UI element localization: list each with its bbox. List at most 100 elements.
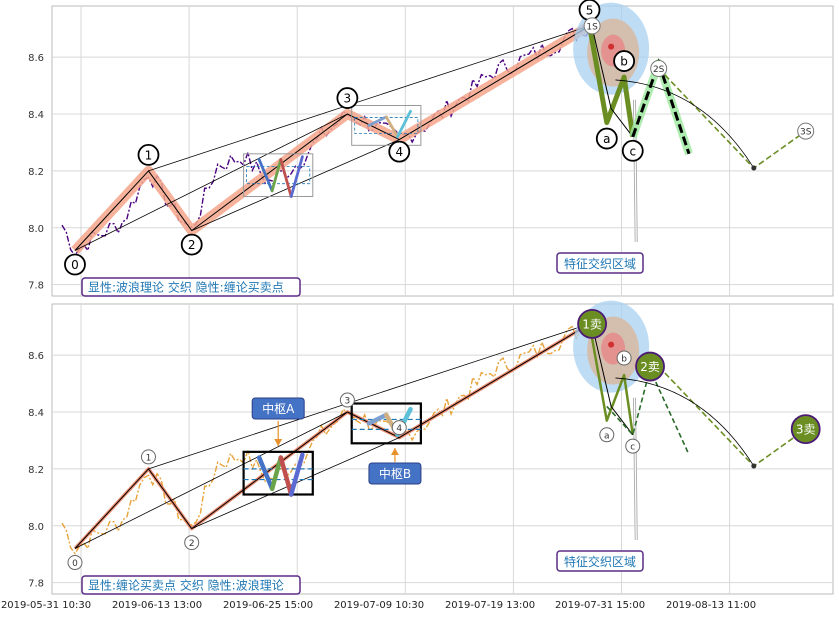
- pivot-callout-label: 中枢B: [379, 466, 411, 481]
- projection-label: 2S: [653, 65, 665, 75]
- price-spike-core: [633, 397, 637, 540]
- x-tick-label: 2019-08-13 11:00: [666, 600, 756, 611]
- annotation-label: 特征交织区域: [564, 256, 636, 271]
- correction-label-circle: [595, 127, 618, 150]
- price-series-line: [61, 325, 591, 555]
- annotation-box: [556, 252, 644, 274]
- y-tick-label: 8.0: [28, 522, 44, 533]
- legend-box: [81, 575, 301, 595]
- sell-label: 2卖: [640, 360, 660, 374]
- pivot-zigzag-segment: [270, 158, 283, 193]
- pivot-box: [350, 402, 422, 445]
- wave-label: 1: [146, 453, 152, 463]
- wave-label: 2: [188, 238, 196, 252]
- pivot-zigzag-segment: [279, 158, 293, 198]
- pivot-zigzag-segment: [269, 455, 284, 492]
- correction-label-circle: [616, 350, 632, 366]
- wave-label-circle: [391, 420, 407, 436]
- y-tick-label: 7.8: [28, 579, 44, 590]
- wave-label: 3: [344, 92, 352, 106]
- pivot-zigzag-segment: [278, 455, 294, 497]
- wave-label-circle: [64, 253, 86, 276]
- pivot-callout-arrowhead: [390, 448, 399, 455]
- plot-frame: [51, 303, 834, 595]
- x-tick-label: 2019-05-31 10:30: [1, 600, 91, 611]
- projection-arc: [615, 377, 755, 467]
- projection-label-circle: [650, 60, 668, 78]
- x-tick-label: 2019-07-19 13:00: [445, 600, 535, 611]
- sell-label-circle: [635, 351, 665, 382]
- correction-label: c: [629, 144, 636, 158]
- pivot-box: [243, 153, 314, 197]
- trend-line: [148, 323, 590, 470]
- correction-label: c: [630, 443, 635, 453]
- y-tick-label: 8.4: [28, 408, 44, 419]
- y-tick-label: 8.2: [28, 465, 44, 476]
- correction-thin-line: [593, 34, 634, 138]
- pivot-zigzag-segment: [288, 452, 305, 497]
- legend-box: [81, 277, 301, 297]
- pivot-zigzag-segment: [366, 412, 389, 426]
- trend-line: [74, 411, 348, 549]
- correction-line: [587, 25, 636, 138]
- trend-line: [148, 25, 590, 172]
- wave-label-circle: [67, 555, 83, 571]
- pivot-callout-box: [368, 462, 422, 485]
- wave-label-circle: [336, 87, 359, 109]
- wave-line: [74, 323, 590, 549]
- wave-label: 0: [71, 258, 79, 272]
- correction-thin-line: [593, 332, 634, 436]
- projection-label-circle: [583, 17, 601, 35]
- wave-label: 3: [345, 397, 351, 407]
- pivot-zigzag-segment: [289, 155, 304, 198]
- projection-end-dot: [751, 463, 757, 469]
- sell-label-circle: [790, 414, 821, 444]
- annotation-label: 特征交织区域: [564, 554, 636, 569]
- correction-label: a: [603, 132, 610, 146]
- wave-label-circle: [184, 535, 200, 551]
- wave-label: 1: [145, 148, 153, 162]
- y-tick-label: 8.2: [28, 167, 44, 178]
- pivot-box: [242, 450, 314, 496]
- pivot-callout-box: [251, 397, 305, 420]
- wave-label: 0: [72, 559, 78, 569]
- correction-label-circle: [625, 438, 641, 454]
- trend-line: [74, 113, 348, 251]
- x-tick-label: 2019-07-31 15:00: [555, 600, 645, 611]
- projection-label: 1S: [586, 22, 598, 32]
- correction-label: b: [620, 55, 628, 69]
- projection-line-bold: [606, 367, 690, 456]
- y-tick-label: 8.6: [28, 351, 44, 362]
- wave-label-circle: [140, 449, 156, 465]
- wave-label-circle: [339, 392, 355, 408]
- sell-label: 3卖: [796, 423, 816, 437]
- pivot-callout-arrowhead: [274, 439, 283, 446]
- pivot-zigzag-segment: [396, 109, 412, 139]
- wave-label: 4: [396, 424, 402, 434]
- sell-label: 1卖: [582, 317, 602, 331]
- top-panel: 7.8 8.0 8.2 8.4 8.6 显性:波浪理论 交织 隐性:缠论买卖点 特征交织区域…: [28, 0, 834, 297]
- y-tick-label: 8.0: [28, 224, 44, 235]
- correction-label: b: [621, 355, 627, 365]
- heat-zone-center: [608, 43, 615, 50]
- pivot-zigzag-segment: [367, 115, 388, 127]
- y-tick-label: 8.6: [28, 53, 44, 64]
- pivot-zigzag-segment: [256, 455, 275, 492]
- correction-label-circle: [599, 427, 615, 443]
- bottom-panel: 7.8 8.0 8.2 8.4 8.6 显性:缠论买卖点 交织 隐性:波浪理论 特征交织区域…: [28, 300, 834, 595]
- pivot-zigzag-segment: [384, 115, 399, 139]
- x-axis: 2019-05-31 10:30 2019-06-13 13:00 2019-06-…: [1, 600, 756, 611]
- wave-label-circle: [137, 144, 160, 166]
- projection-end-dot: [751, 165, 757, 171]
- annotation-box: [556, 550, 644, 572]
- projection-label: 3S: [800, 128, 812, 138]
- wave-label: 5: [586, 3, 594, 17]
- correction-line: [588, 323, 635, 435]
- y-tick-label: 8.4: [28, 110, 44, 121]
- projection-arc: [615, 79, 755, 169]
- legend-label: 显性:缠论买卖点 交织 隐性:波浪理论: [88, 578, 284, 593]
- wave-label-circle: [388, 140, 411, 163]
- wave-label: 2: [189, 539, 195, 549]
